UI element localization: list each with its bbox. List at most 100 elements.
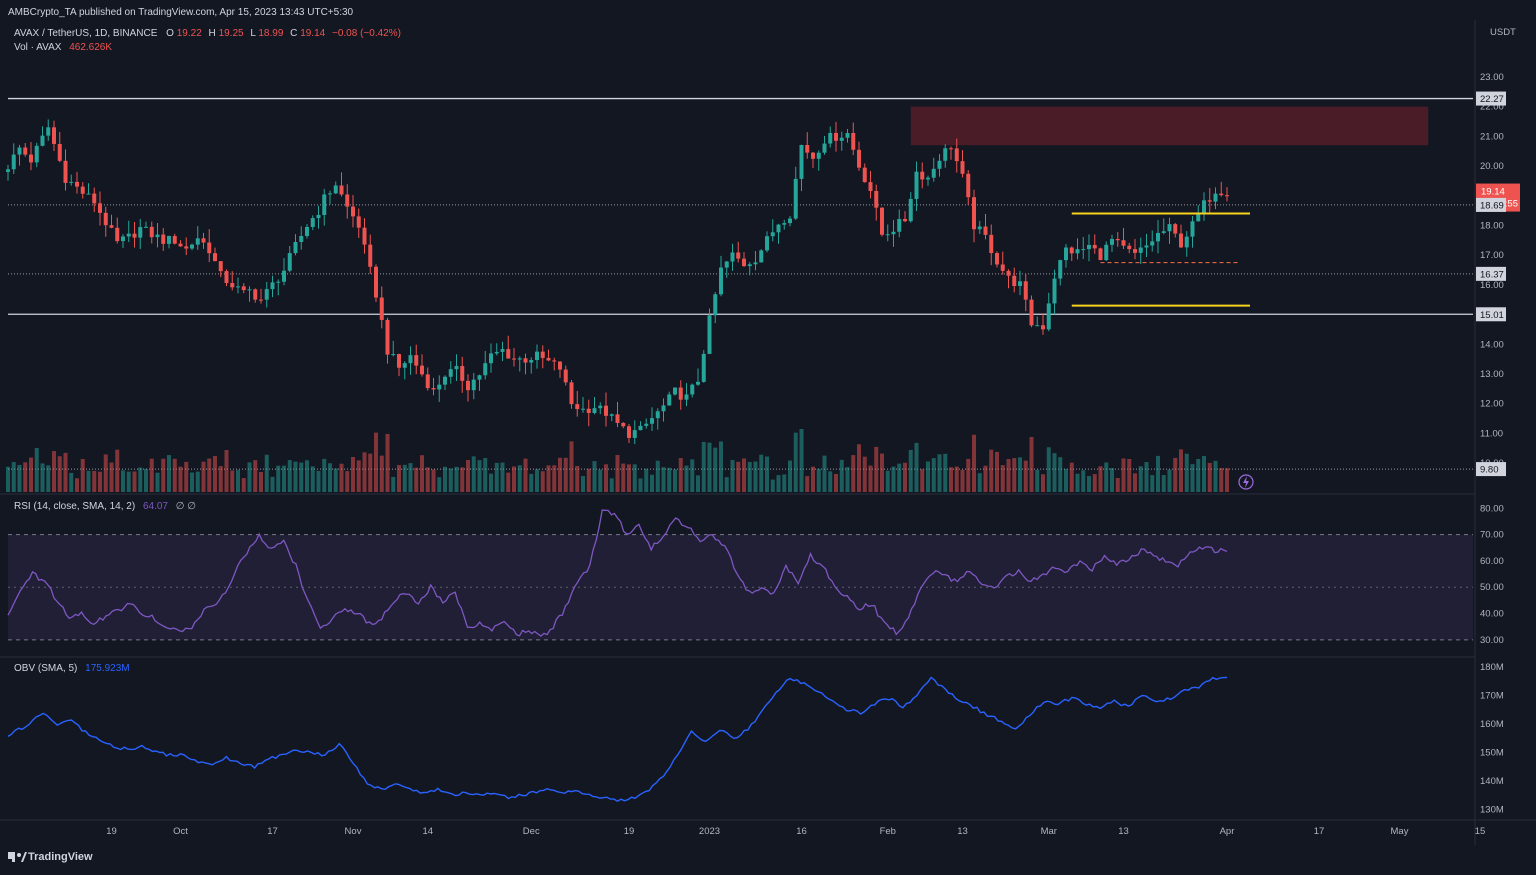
obv-tick-label: 130M bbox=[1480, 804, 1504, 815]
volume-bar bbox=[1150, 475, 1155, 492]
time-tick-label: Oct bbox=[173, 826, 188, 837]
volume-bar bbox=[598, 469, 603, 492]
candle-body bbox=[1064, 247, 1068, 261]
candle-body bbox=[126, 233, 131, 237]
candle-body bbox=[339, 185, 344, 195]
volume-bar bbox=[1110, 468, 1114, 492]
rsi-tick-label: 70.00 bbox=[1480, 530, 1504, 541]
candle-body bbox=[989, 234, 994, 254]
volume-bar bbox=[29, 457, 33, 492]
rsi-axis-ticks[interactable]: 80.00 70.00 60.00 50.00 40.00 30.00 bbox=[1480, 503, 1504, 646]
level-price-tag bbox=[1476, 197, 1506, 212]
ohlc-legend[interactable]: AVAX / TetherUS, 1D, BINANCE O 19.22 H 1… bbox=[14, 28, 401, 39]
volume-bar bbox=[69, 472, 74, 492]
volume-bar bbox=[546, 465, 551, 492]
time-tick-label: Mar bbox=[1041, 826, 1057, 837]
rsi-legend[interactable]: RSI (14, close, SMA, 14, 2) 64.07 ∅ ∅ bbox=[14, 501, 196, 512]
volume-bar bbox=[684, 465, 689, 492]
candle-body bbox=[506, 349, 511, 359]
volume-bar bbox=[1184, 453, 1189, 492]
volume-bar bbox=[379, 455, 384, 492]
candle-body bbox=[1207, 200, 1212, 202]
candle-body bbox=[627, 426, 631, 438]
volume-bar bbox=[351, 457, 355, 492]
volume-bar bbox=[1133, 473, 1137, 492]
candle-body bbox=[563, 369, 568, 383]
obv-tick-label: 150M bbox=[1480, 747, 1504, 758]
volume-bar bbox=[655, 460, 660, 492]
candle-body bbox=[592, 408, 597, 413]
candle-body bbox=[1121, 240, 1126, 246]
candle-body bbox=[811, 152, 815, 159]
volume-bar bbox=[569, 441, 574, 492]
volume-bar bbox=[500, 462, 505, 492]
candle-body bbox=[1138, 247, 1143, 253]
volume-bar bbox=[678, 458, 683, 492]
volume-bar bbox=[448, 468, 453, 492]
candle-body bbox=[615, 414, 620, 423]
lightning-icon[interactable] bbox=[1238, 474, 1254, 490]
candle-body bbox=[224, 271, 229, 284]
volume-bar bbox=[1179, 449, 1183, 492]
candle-body bbox=[276, 281, 281, 283]
volume-bar bbox=[477, 460, 482, 492]
volume-bar bbox=[1087, 476, 1091, 492]
volume-bar bbox=[460, 467, 465, 492]
volume-bar bbox=[471, 456, 476, 492]
candle-body bbox=[604, 405, 608, 416]
candle-body bbox=[1075, 249, 1080, 254]
candle-body bbox=[903, 218, 907, 222]
volume-bar bbox=[1058, 457, 1063, 492]
candle-body bbox=[282, 270, 286, 282]
volume-bar bbox=[1207, 462, 1212, 492]
tradingview-brand[interactable]: TradingView bbox=[28, 851, 93, 863]
rsi-value: 64.07 bbox=[143, 501, 168, 512]
volume-bar bbox=[747, 461, 752, 492]
level-price-tag bbox=[1476, 91, 1506, 106]
candle-body bbox=[673, 387, 677, 395]
candle-body bbox=[908, 198, 913, 222]
candle-body bbox=[1196, 213, 1201, 222]
candle-body bbox=[437, 384, 442, 390]
volume-bar bbox=[368, 453, 373, 492]
volume-bar bbox=[759, 454, 764, 492]
volume-bar bbox=[667, 467, 672, 492]
candle-body bbox=[115, 227, 120, 242]
candle-body bbox=[535, 351, 539, 361]
volume-bar bbox=[201, 461, 206, 492]
candle-body bbox=[11, 154, 16, 170]
candle-body bbox=[408, 355, 413, 364]
volume-legend[interactable]: Vol · AVAX 462.626K bbox=[14, 42, 112, 53]
volume-bar bbox=[483, 457, 488, 492]
volume-bar bbox=[270, 476, 275, 492]
volume-bar bbox=[23, 462, 28, 492]
volume-bar bbox=[650, 474, 654, 492]
candle-body bbox=[34, 145, 39, 163]
candle-body bbox=[52, 127, 56, 144]
volume-bar bbox=[966, 458, 971, 492]
volume-bar bbox=[1046, 447, 1051, 492]
time-tick-label: 17 bbox=[1314, 826, 1325, 837]
candle-body bbox=[655, 411, 660, 419]
volume-bar bbox=[247, 462, 252, 492]
symbol-name[interactable]: AVAX / TetherUS, 1D, BINANCE bbox=[14, 28, 158, 39]
volume-bar bbox=[776, 475, 781, 492]
volume-bar bbox=[305, 460, 309, 492]
price-tick-label: 17.00 bbox=[1480, 250, 1504, 261]
close-value: 19.14 bbox=[300, 28, 325, 39]
candle-body bbox=[868, 182, 873, 191]
obv-axis-ticks[interactable]: 180M 170M 160M 150M 140M 130M bbox=[1480, 662, 1504, 816]
obv-legend[interactable]: OBV (SMA, 5) 175.923M bbox=[14, 663, 130, 674]
candle-body bbox=[299, 236, 304, 242]
volume-bar bbox=[46, 465, 51, 492]
candle-body bbox=[523, 358, 528, 363]
volume-bar bbox=[402, 464, 407, 492]
candle-body bbox=[374, 266, 378, 298]
time-axis-ticks[interactable]: 19 Oct 17 Nov 14 Dec 19 2023 16 Feb 13 Mar 13 Apr 17 Ma… bbox=[106, 826, 1485, 837]
high-label: H bbox=[209, 28, 216, 39]
tradingview-logo-icon[interactable] bbox=[8, 852, 27, 862]
candle-body bbox=[1058, 260, 1063, 279]
volume-bar bbox=[627, 464, 631, 492]
